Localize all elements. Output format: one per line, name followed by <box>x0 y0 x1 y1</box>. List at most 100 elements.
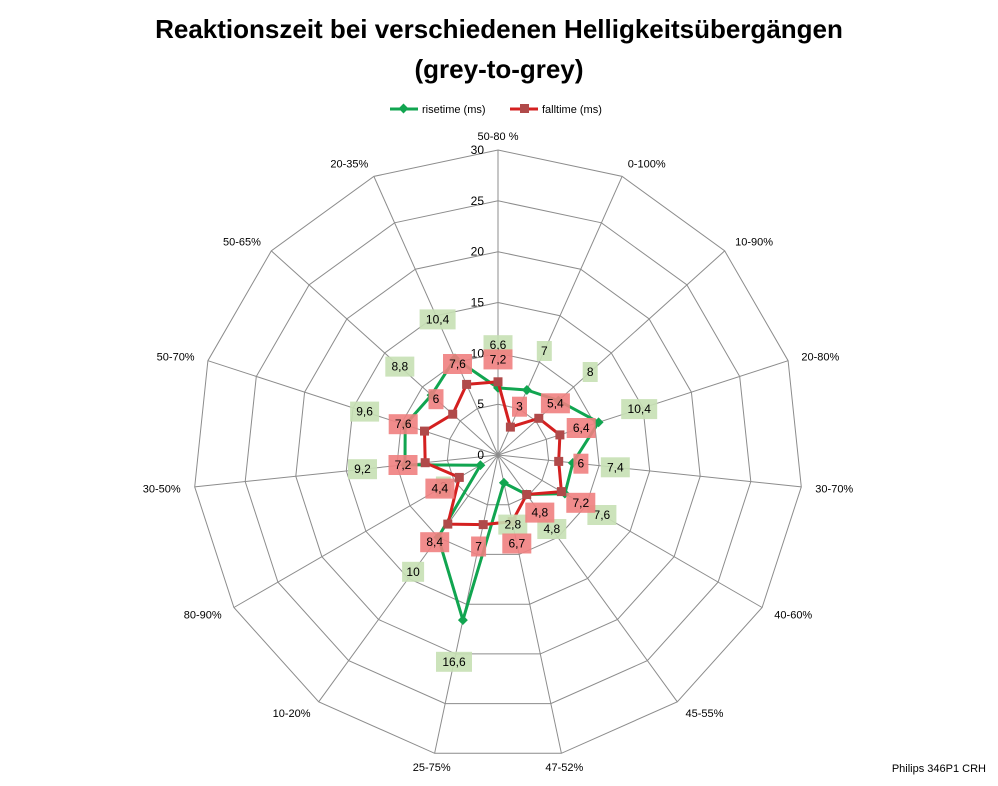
falltime-data-label: 6,7 <box>502 533 532 554</box>
chart-title-line2: (grey-to-grey) <box>414 54 584 84</box>
grid-spoke <box>497 454 763 608</box>
risetime-data-label: 16,6 <box>436 651 472 672</box>
risetime-data-label: 8 <box>582 362 598 382</box>
falltime-data-label: 7 <box>471 536 487 557</box>
data-label-text: 5,4 <box>547 396 564 410</box>
data-label-text: 7 <box>475 540 482 554</box>
radial-tick-label: 5 <box>477 397 484 411</box>
category-label: 0-100% <box>628 159 666 171</box>
grid-spoke <box>270 250 499 456</box>
data-label-text: 7,2 <box>490 352 507 366</box>
falltime-data-label: 4,8 <box>525 502 555 523</box>
category-label: 30-70% <box>815 483 853 495</box>
category-label: 30-50% <box>143 483 181 495</box>
category-label: 50-80 % <box>478 131 519 143</box>
data-label-bg <box>388 455 418 475</box>
falltime-data-label: 7,2 <box>388 455 418 475</box>
grid-ring <box>244 200 752 705</box>
falltime-data-label: 7,6 <box>443 354 472 374</box>
chart-title-line1: Reaktionszeit bei verschiedenen Helligke… <box>155 14 843 44</box>
grid-spoke <box>194 454 499 488</box>
falltime-line <box>423 380 563 527</box>
data-label-bg <box>498 514 528 535</box>
risetime-data-label: 4,8 <box>537 519 567 539</box>
grid-ring <box>345 301 651 605</box>
falltime-point <box>448 409 458 419</box>
falltime-point <box>554 456 564 466</box>
category-labels: 50-80 % 0-100% 10-90% 20-80% 30-70% 40-60% 45-… <box>143 131 854 774</box>
data-label-bg <box>402 561 425 582</box>
grid-ring <box>295 251 701 655</box>
category-label: 25-75% <box>413 762 451 774</box>
risetime-data-label: 9,2 <box>348 459 377 480</box>
falltime-point <box>478 520 488 530</box>
falltime-data-label: 6 <box>428 389 444 410</box>
data-label-text: 6 <box>578 457 585 471</box>
falltime-point <box>534 413 544 423</box>
data-label-bg <box>419 309 456 330</box>
data-label-bg <box>600 457 630 478</box>
data-label-bg <box>425 478 455 499</box>
falltime-data-label: 5,4 <box>540 393 570 414</box>
data-label-text: 6 <box>433 392 440 406</box>
legend-entry-fall: falltime (ms) <box>510 104 602 116</box>
falltime-data-label: 7,2 <box>483 349 513 370</box>
legend-fall-label: falltime (ms) <box>542 104 602 116</box>
risetime-data-label: 10,4 <box>419 309 456 330</box>
source-footer: Philips 346P1 CRH <box>891 763 986 775</box>
data-label-bg <box>502 533 532 554</box>
falltime-data-label: 7,6 <box>388 414 418 435</box>
radial-tick-label: 0 <box>477 448 484 462</box>
radial-tick-label: 30 <box>471 143 485 157</box>
data-label-bg <box>471 536 487 557</box>
category-label: 45-55% <box>686 708 724 720</box>
risetime-data-label: 10,4 <box>621 399 658 420</box>
grid-ring <box>396 352 600 555</box>
falltime-data-label: 6,4 <box>566 418 596 438</box>
data-labels: 6,67810,47,47,64,82,816,61029,29,68,810,… <box>348 309 658 672</box>
data-label-bg <box>428 389 444 410</box>
data-label-bg <box>436 651 472 672</box>
radial-tick-label: 15 <box>471 296 485 310</box>
data-label-text: 4,4 <box>432 482 449 496</box>
falltime-point <box>493 377 503 387</box>
data-label-text: 4,8 <box>543 522 560 536</box>
legend-entry-rise: risetime (ms) <box>390 103 486 116</box>
risetime-point <box>457 615 468 626</box>
falltime-point <box>454 472 464 482</box>
data-label-text: 4,8 <box>531 506 548 520</box>
falltime-point <box>522 490 532 499</box>
falltime-data-label: 7,2 <box>566 492 596 513</box>
data-label-bg <box>525 502 555 523</box>
data-label-text: 9,6 <box>356 405 373 419</box>
data-label-bg <box>573 453 589 474</box>
category-label: 40-60% <box>774 610 812 622</box>
legend-fall-marker <box>520 104 529 113</box>
falltime-data-label: 3 <box>512 396 527 417</box>
data-label-text: 6,4 <box>573 421 590 435</box>
data-label-bg <box>385 356 415 377</box>
data-label-bg <box>537 519 567 539</box>
radial-tick-label: 10 <box>471 346 485 360</box>
data-label-text: 8,4 <box>426 535 443 549</box>
falltime-point <box>443 519 453 529</box>
radial-tick-labels: 0 5 10 15 20 25 30 <box>471 143 485 462</box>
risetime-data-label: 7,4 <box>600 457 630 478</box>
category-label: 50-70% <box>157 351 195 363</box>
falltime-data-label: 8,4 <box>420 532 450 553</box>
risetime-point <box>475 460 486 471</box>
risetime-data-label: 9,6 <box>350 401 380 422</box>
data-label-bg <box>540 393 570 414</box>
chart-legend: risetime (ms) falltime (ms) <box>390 103 602 116</box>
risetime-point <box>521 385 532 395</box>
falltime-point <box>420 426 429 436</box>
data-label-text: 3 <box>516 400 523 414</box>
category-label: 20-35% <box>330 159 368 171</box>
data-label-text: 10,4 <box>628 402 652 416</box>
data-label-text: 7,2 <box>572 496 589 510</box>
data-label-text: 10,4 <box>426 312 450 326</box>
data-label-text: 7,4 <box>607 460 624 474</box>
category-label: 47-52% <box>545 762 583 774</box>
data-label-bg <box>566 492 596 513</box>
